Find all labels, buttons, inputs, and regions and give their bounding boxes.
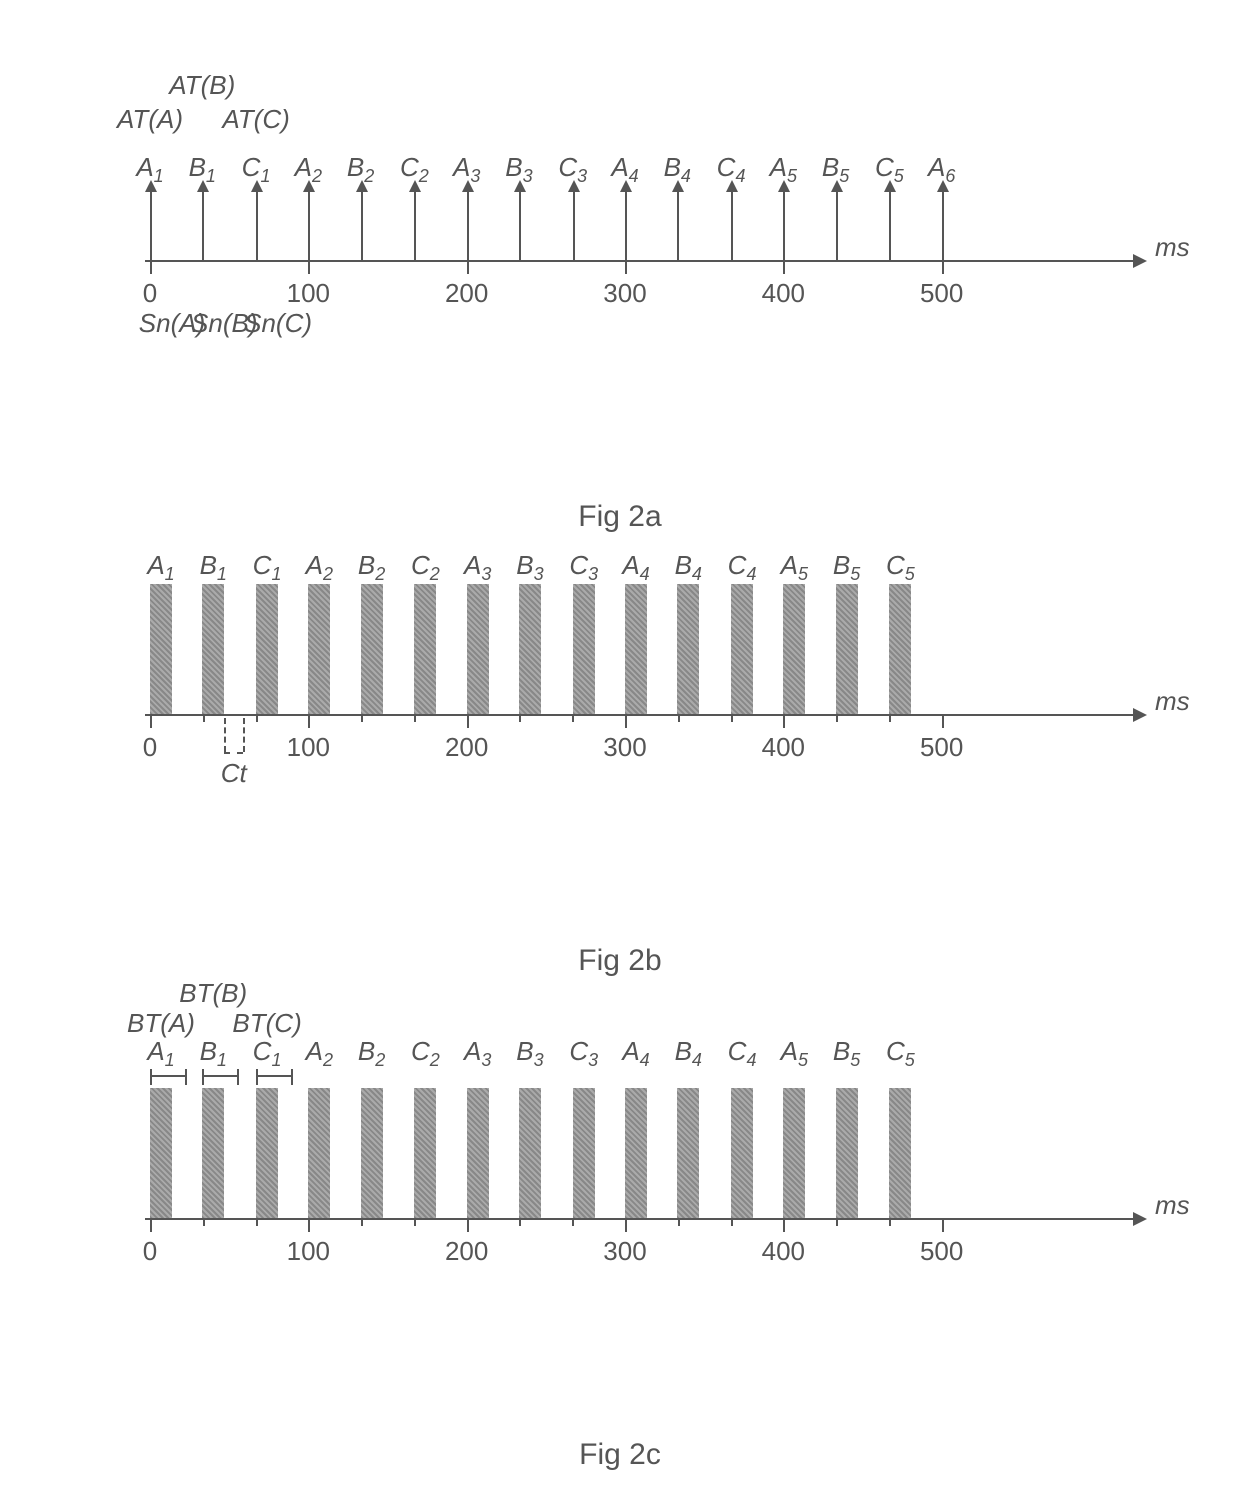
event-label: B2 [347,152,374,187]
event-label: C3 [558,152,587,187]
event-bar [414,1088,436,1218]
tick-label: 100 [287,1236,330,1267]
figure-2b: A1B1C1A2B2C2A3B3C3A4B4C4A5B5C5ms01002003… [70,534,1170,864]
event-bar [308,1088,330,1218]
event-bar [836,1088,858,1218]
tick-label: 0 [143,1236,157,1267]
event-label: C4 [717,152,746,187]
at-label: AT(C) [222,104,289,135]
event-arrow [308,190,310,260]
event-label: A5 [770,152,797,187]
axis-unit-label: ms [1155,232,1190,263]
tick-label: 500 [920,1236,963,1267]
event-bar [467,1088,489,1218]
event-bar [519,1088,541,1218]
event-label: C1 [242,152,271,187]
tick-label: 200 [445,278,488,309]
event-label: C3 [569,1036,598,1071]
event-arrow [573,190,575,260]
figure-2c: BT(A)BT(B)BT(C)A1B1C1A2B2C2A3B3C3A4B4C4A… [70,978,1170,1358]
event-label: A1 [147,1036,174,1071]
time-axis [145,1218,1135,1220]
event-arrow [625,190,627,260]
tick-label: 300 [603,1236,646,1267]
event-label: B4 [664,152,691,187]
ct-label: Ct [221,758,247,789]
event-label: B5 [822,152,849,187]
event-bar [731,1088,753,1218]
event-label: C5 [875,152,904,187]
tick-label: 300 [603,278,646,309]
event-label: B5 [833,1036,860,1071]
tick-label: 500 [920,278,963,309]
ct-bracket [70,534,1170,864]
event-arrow [836,190,838,260]
event-bar [202,1088,224,1218]
axis-unit-label: ms [1155,1190,1190,1221]
event-label: C1 [253,1036,282,1071]
sn-label: Sn(C) [244,308,312,339]
event-label: C2 [411,1036,440,1071]
event-arrow [942,190,944,260]
tick-label: 400 [762,1236,805,1267]
tick-label: 200 [445,1236,488,1267]
event-label: A6 [928,152,955,187]
event-bar [783,1088,805,1218]
event-label: A2 [306,1036,333,1071]
at-label: AT(B) [169,70,235,101]
event-arrow [677,190,679,260]
event-arrow [889,190,891,260]
event-arrow [519,190,521,260]
event-label: A3 [453,152,480,187]
event-bar [150,1088,172,1218]
event-bar [256,1088,278,1218]
event-label: A2 [295,152,322,187]
time-axis [145,260,1135,262]
event-label: C2 [400,152,429,187]
event-arrow [256,190,258,260]
tick-label: 400 [762,278,805,309]
event-bar [361,1088,383,1218]
event-bar [573,1088,595,1218]
event-bar [677,1088,699,1218]
event-label: B1 [189,152,216,187]
at-label: AT(A) [117,104,183,135]
event-arrow [467,190,469,260]
event-arrow [414,190,416,260]
event-arrow [361,190,363,260]
event-label: A4 [611,152,638,187]
event-label: A5 [781,1036,808,1071]
event-arrow [731,190,733,260]
event-bar [625,1088,647,1218]
event-label: B3 [505,152,532,187]
event-label: C5 [886,1036,915,1071]
figure-caption: Fig 2c [0,1438,1240,1472]
event-arrow [202,190,204,260]
figure-caption: Fig 2a [0,500,1240,534]
event-label: A4 [622,1036,649,1071]
event-label: B4 [675,1036,702,1071]
event-label: A3 [464,1036,491,1071]
event-arrow [783,190,785,260]
event-label: C4 [728,1036,757,1071]
event-label: B2 [358,1036,385,1071]
event-arrow [150,190,152,260]
figure-2a: AT(A)AT(B)AT(C) A1 B1 C1 A2 B2 C2 A3 B3 C3 A4 B4 C4 A… [70,40,1170,420]
tick-label: 100 [287,278,330,309]
event-label: B1 [200,1036,227,1071]
event-label: B3 [516,1036,543,1071]
event-label: A1 [136,152,163,187]
figure-caption: Fig 2b [0,944,1240,978]
event-bar [889,1088,911,1218]
bt-dimension [70,978,1170,1358]
tick-label: 0 [143,278,157,309]
